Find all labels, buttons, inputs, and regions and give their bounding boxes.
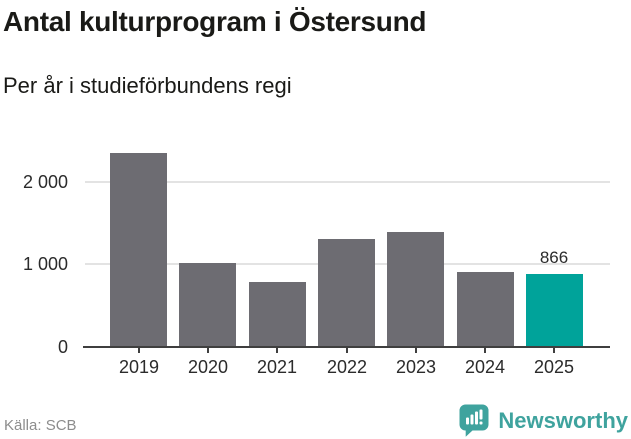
x-axis-tick [207, 348, 209, 353]
newsworthy-badge-icon [459, 404, 489, 437]
x-axis-tick [415, 348, 417, 353]
x-axis-tick [553, 348, 555, 353]
source-label: Källa: SCB [4, 417, 77, 434]
bar-2022 [318, 239, 375, 346]
x-axis-tick [346, 348, 348, 353]
x-axis-tick-label: 2021 [256, 357, 298, 377]
x-axis-tick-label: 2022 [326, 357, 368, 377]
chart-title: Antal kulturprogram i Östersund [3, 6, 427, 37]
x-axis-tick [484, 348, 486, 353]
x-axis-tick-label: 2024 [464, 357, 506, 377]
y-axis-tick-label: 0 [57, 337, 68, 357]
newsworthy-logo: Newsworthy [459, 404, 628, 437]
x-axis-tick-label: 2023 [395, 357, 437, 377]
x-axis-tick [138, 348, 140, 353]
chart-subtitle: Per år i studieförbundens regi [3, 73, 292, 98]
x-axis-line [83, 346, 610, 348]
bar-2023 [387, 232, 444, 346]
bar-2020 [179, 263, 236, 346]
y-axis-tick-label: 2 000 [22, 172, 68, 192]
x-axis-tick-label: 2025 [533, 357, 575, 377]
newsworthy-wordmark: Newsworthy [498, 407, 628, 433]
bar-2019 [110, 153, 167, 346]
bar-2024 [457, 272, 514, 346]
x-axis-tick-label: 2019 [118, 357, 160, 377]
x-axis-tick [276, 348, 278, 353]
bar-2025 [526, 274, 583, 346]
bar-chart: 0 1 000 2 000 2019 2020 2021 2022 2023 2024 2025 8… [0, 130, 631, 390]
bar-2021 [249, 282, 306, 346]
bar-value-label: 866 [539, 248, 569, 267]
y-axis-tick-label: 1 000 [22, 254, 68, 274]
gridline [85, 181, 610, 183]
x-axis-tick-label: 2020 [187, 357, 229, 377]
